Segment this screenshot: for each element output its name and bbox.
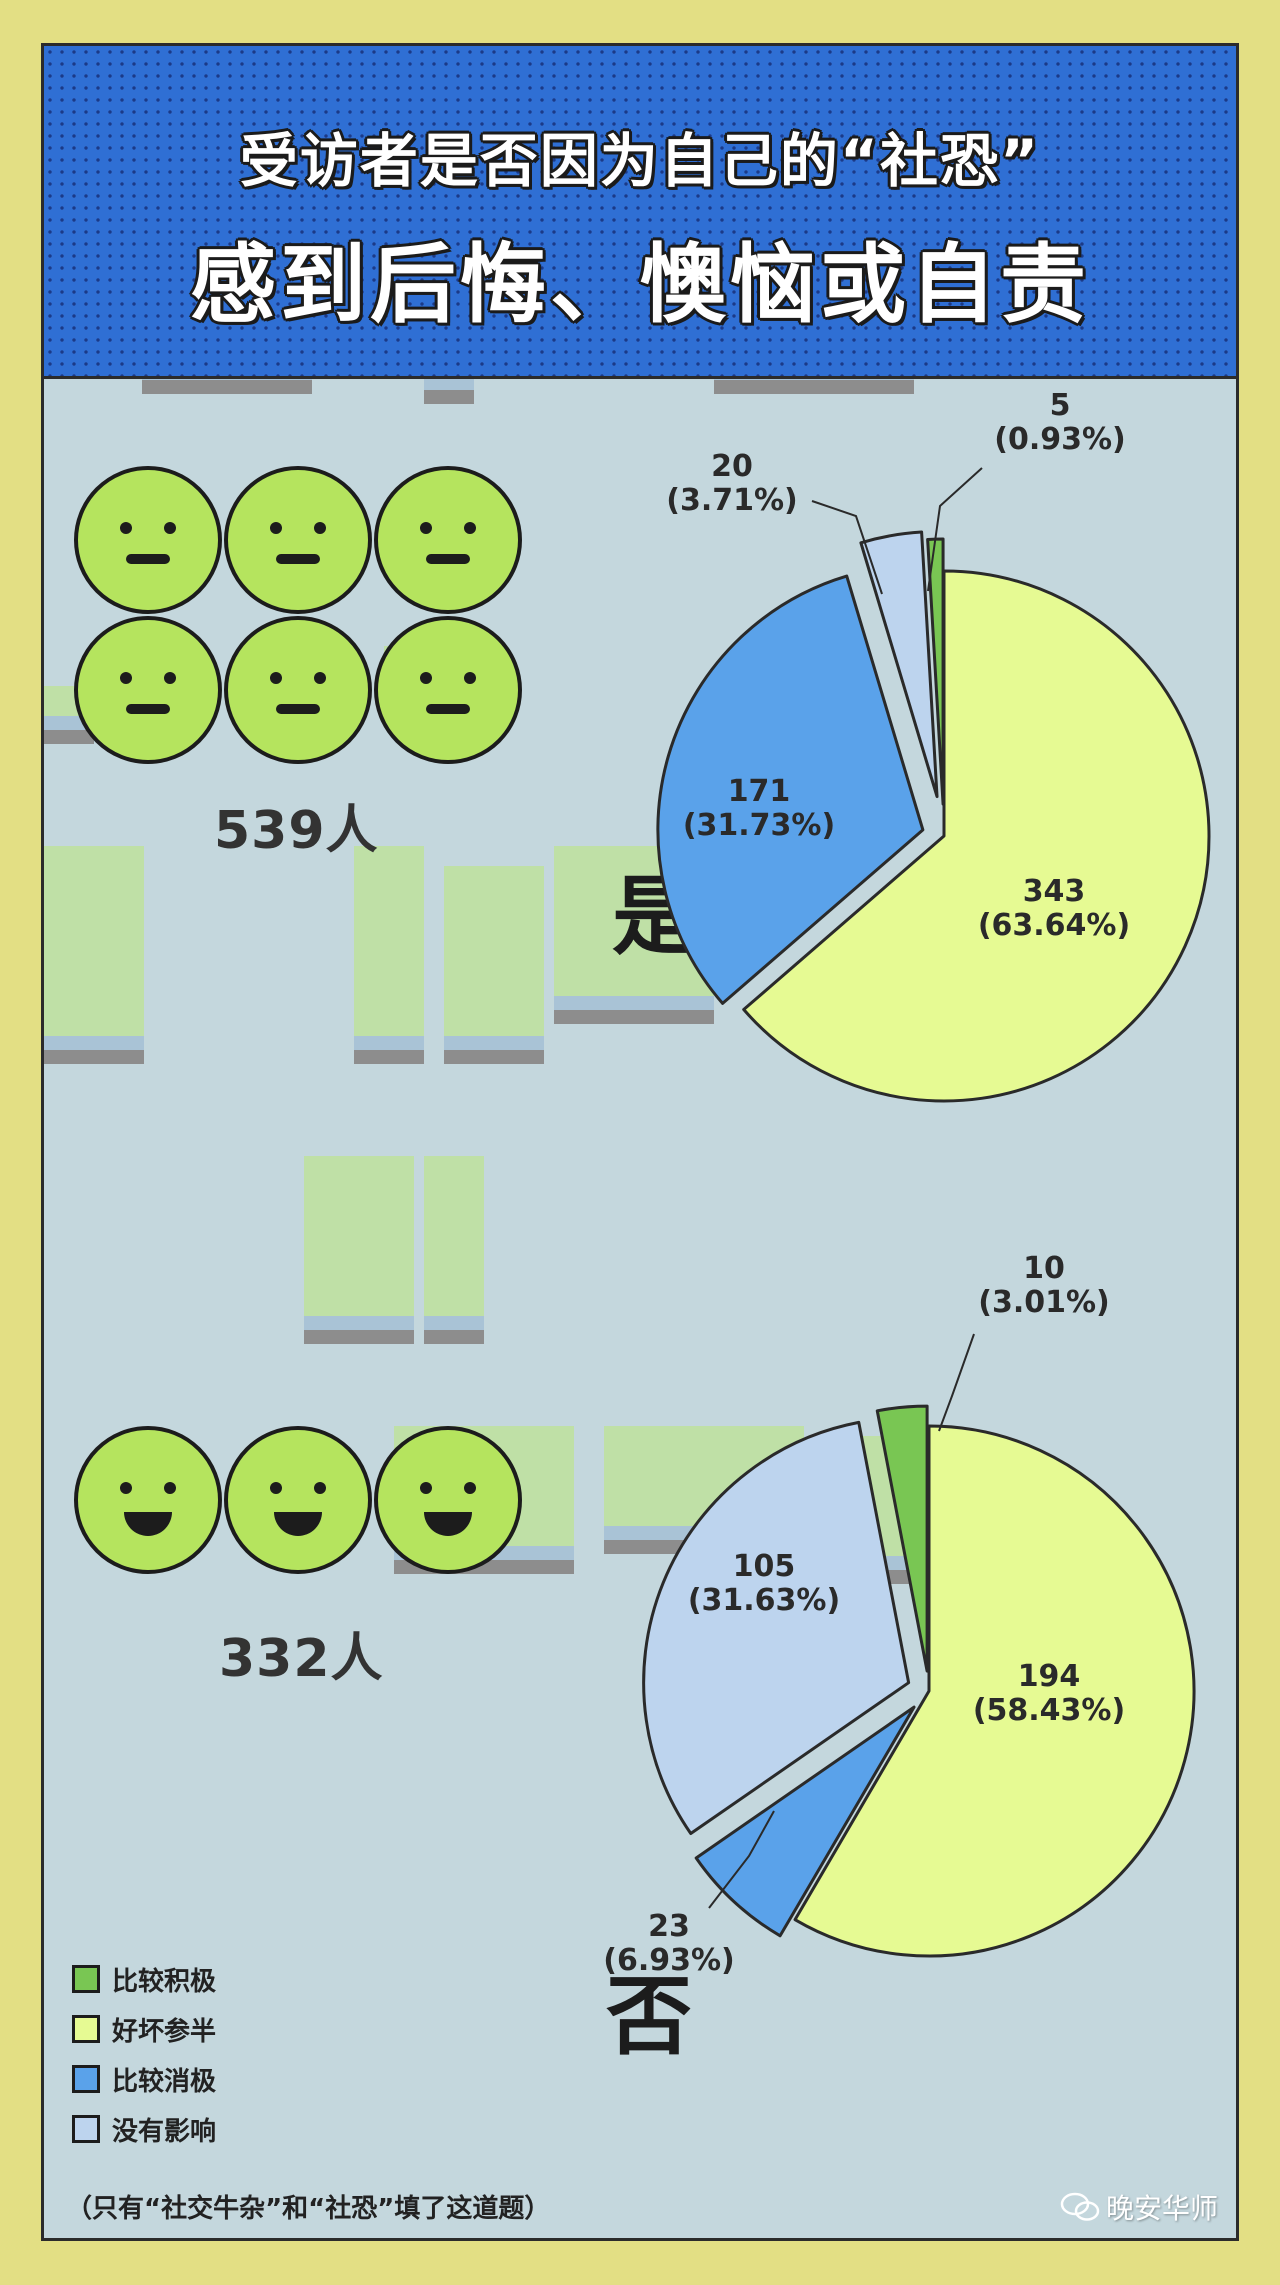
data-label-count: 343 (1023, 874, 1086, 909)
bg-block (444, 866, 544, 1064)
data-label-percent: (0.93%) (994, 422, 1126, 457)
bg-block (354, 846, 424, 1064)
pie-slice (875, 1404, 929, 1673)
bg-block (554, 846, 714, 1024)
legend-label: 没有影响 (112, 2116, 217, 2147)
bg-block (424, 1156, 484, 1344)
legend-item-mixed: 好坏参半 (72, 2012, 217, 2047)
legend-item-negative: 比较消极 (72, 2062, 217, 2097)
smiling-face-icon (74, 1426, 222, 1574)
title-line-2: 感到后悔、懊恼或自责 (190, 235, 1090, 335)
pie-slice (642, 1420, 911, 1836)
footnote: （只有“社交牛杂”和“社恐”填了这道题） (66, 2194, 551, 2224)
leader-line (938, 1333, 975, 1432)
pie-slice (694, 1705, 916, 1938)
data-label-count: 20 (711, 449, 753, 484)
data-label-count: 194 (1018, 1659, 1081, 1694)
data-label-count: 23 (648, 1909, 690, 1944)
leader-line (811, 500, 883, 595)
pie-slice (793, 1424, 1196, 1958)
neutral-face-icon (74, 616, 222, 764)
data-label-percent: (58.43%) (973, 1693, 1125, 1728)
pie-charts: 343(63.64%) 171(31.73%) 20(3.71%) 5(0.93%) 1… (603, 388, 1211, 1978)
wechat-icon (1060, 2192, 1100, 2221)
group2-count: 332人 (219, 1629, 384, 1689)
legend-label: 比较积极 (112, 1966, 217, 1997)
infographic-frame: 受访者是否因为自己的“社恐” 感到后悔、懊恼或自责 539人 是 332人 否 … (41, 43, 1239, 2241)
data-label-count: 10 (1023, 1251, 1065, 1286)
smiling-face-icon (374, 1426, 522, 1574)
pie-slice (742, 569, 1211, 1103)
neutral-face-icon (224, 616, 372, 764)
title-line-1: 受访者是否因为自己的“社恐” (239, 127, 1041, 195)
legend-swatch (72, 1965, 100, 1993)
data-label-percent: (63.64%) (978, 908, 1130, 943)
neutral-face-icon (374, 616, 522, 764)
neutral-face-icon (374, 466, 522, 614)
pie-slice (859, 530, 939, 799)
group2-label: 否 (606, 1967, 692, 2067)
bg-block (304, 1156, 414, 1344)
leader-line (708, 1810, 775, 1909)
legend-swatch (72, 2115, 100, 2143)
legend-label: 比较消极 (112, 2066, 217, 2097)
bg-block (44, 846, 144, 1064)
data-label-percent: (6.93%) (603, 1943, 735, 1978)
data-label-count: 5 (1050, 388, 1071, 423)
legend-swatch (72, 2015, 100, 2043)
neutral-face-icon (224, 466, 372, 614)
data-label-percent: (3.71%) (666, 483, 798, 518)
watermark: 晚安华师 (1060, 2187, 1218, 2227)
neutral-face-icon (74, 466, 222, 614)
group1-count: 539人 (214, 801, 379, 861)
data-label-count: 171 (728, 774, 791, 809)
data-label-percent: (3.01%) (978, 1285, 1110, 1320)
legend-swatch (72, 2065, 100, 2093)
watermark-text: 晚安华师 (1105, 2192, 1218, 2225)
data-label-count: 105 (733, 1549, 796, 1584)
pie-slice (656, 574, 925, 1005)
legend-item-no-effect: 没有影响 (72, 2112, 217, 2147)
leader-line (927, 467, 983, 592)
smiling-face-icon (224, 1426, 372, 1574)
data-label-percent: (31.73%) (683, 808, 835, 843)
legend-item-positive: 比较积极 (72, 1962, 217, 1997)
header-banner: 受访者是否因为自己的“社恐” 感到后悔、懊恼或自责 (44, 46, 1236, 379)
data-label-percent: (31.63%) (688, 1583, 840, 1618)
legend-label: 好坏参半 (112, 2016, 217, 2047)
